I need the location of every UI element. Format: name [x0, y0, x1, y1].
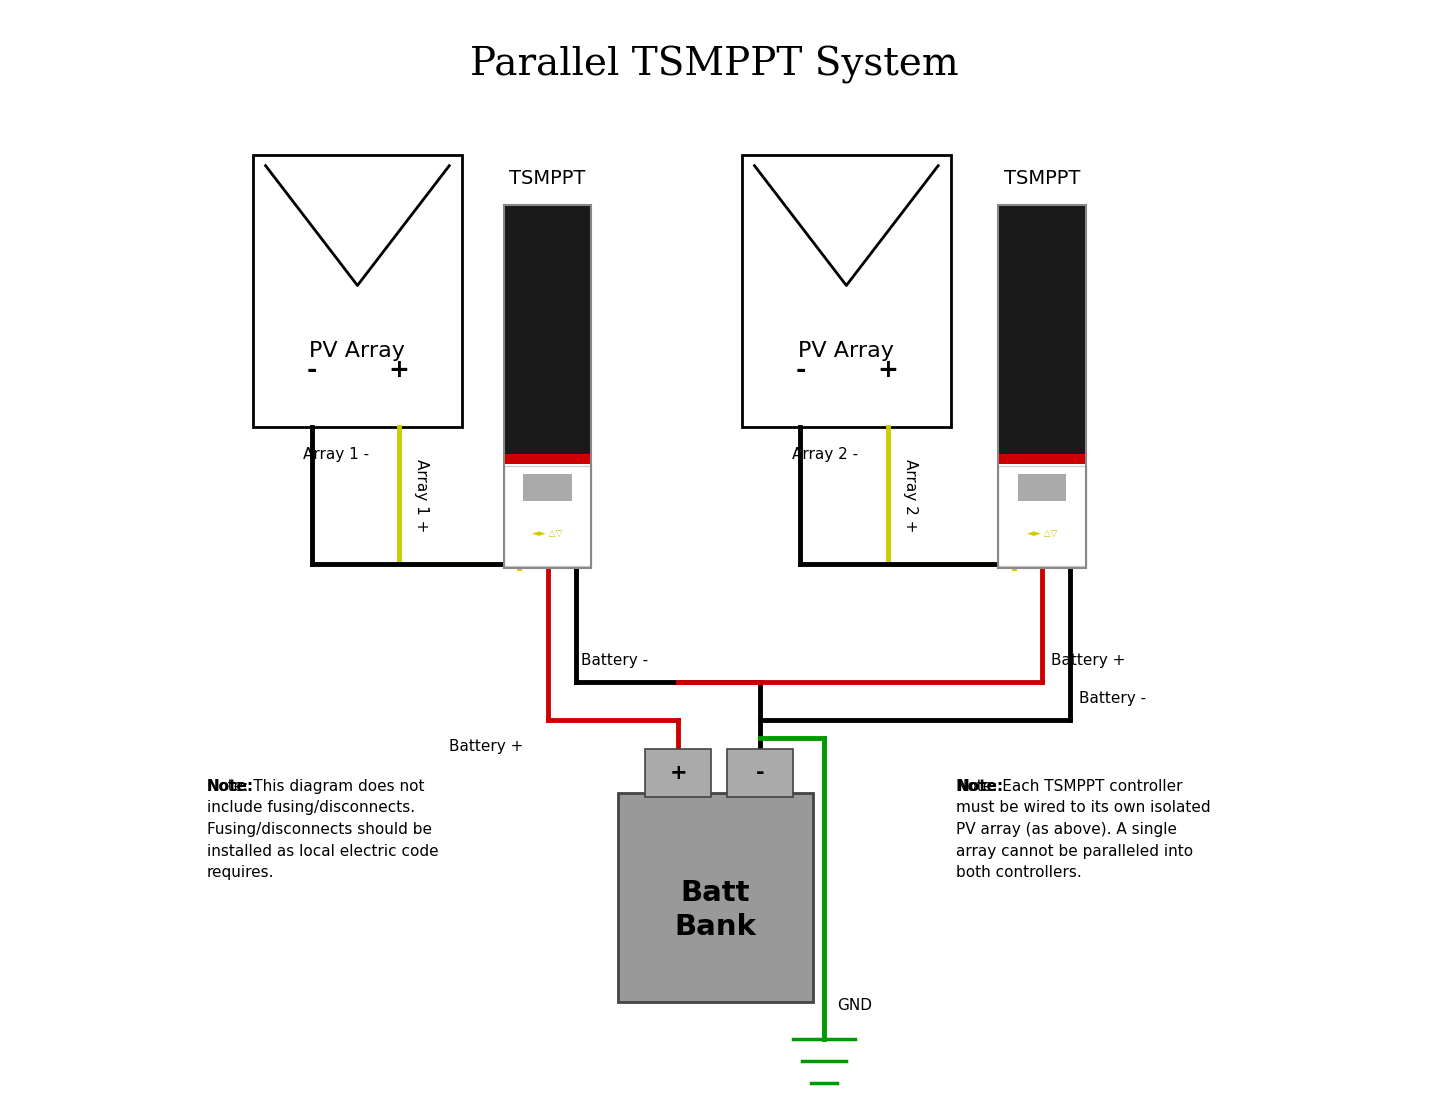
Text: Battery +: Battery +	[449, 739, 523, 754]
Text: GND: GND	[837, 997, 872, 1013]
Text: -: -	[756, 763, 765, 784]
Bar	[646, 749, 712, 797]
Text: Battery -: Battery -	[1079, 691, 1146, 706]
Text: -: -	[795, 358, 806, 382]
Bar	[742, 155, 950, 427]
Text: Array 1 +: Array 1 +	[413, 458, 429, 532]
Text: Note:: Note:	[956, 778, 1003, 794]
Text: TSMPPT: TSMPPT	[509, 168, 586, 188]
Text: ◄► △▽: ◄► △▽	[1026, 529, 1057, 538]
Text: TSMPPT: TSMPPT	[1003, 168, 1080, 188]
Text: Battery -: Battery -	[582, 653, 649, 668]
Bar	[253, 155, 462, 427]
Text: -: -	[306, 358, 317, 382]
Text: Note: This diagram does not
include fusing/disconnects.
Fusing/disconnects shoul: Note: This diagram does not include fusi…	[207, 778, 439, 880]
Text: Array 2 -: Array 2 -	[792, 447, 857, 462]
Bar	[997, 454, 1086, 465]
Bar	[997, 466, 1086, 566]
Text: Note: Each TSMPPT controller
must be wired to its own isolated
PV array (as abov: Note: Each TSMPPT controller must be wir…	[956, 778, 1210, 880]
Bar	[727, 749, 793, 797]
Text: Batt
Bank: Batt Bank	[674, 879, 756, 941]
Text: Note:: Note:	[207, 778, 254, 794]
Bar	[617, 793, 813, 1002]
Text: PV Array: PV Array	[799, 341, 895, 361]
Bar	[503, 205, 592, 455]
Text: Array 2 +: Array 2 +	[903, 458, 917, 532]
Text: PV Array: PV Array	[310, 341, 406, 361]
Text: Parallel TSMPPT System: Parallel TSMPPT System	[470, 45, 959, 84]
Text: Array 1 -: Array 1 -	[303, 447, 369, 462]
Bar	[503, 205, 592, 568]
Bar	[503, 466, 592, 566]
Text: Battery +: Battery +	[1050, 653, 1125, 668]
Text: ◄► △▽: ◄► △▽	[533, 529, 563, 538]
Text: +: +	[669, 763, 687, 784]
Text: +: +	[877, 358, 899, 382]
Bar	[997, 205, 1086, 455]
Bar	[523, 474, 572, 500]
Bar	[997, 205, 1086, 568]
Bar	[503, 454, 592, 465]
Bar	[1017, 474, 1066, 500]
Text: +: +	[389, 358, 410, 382]
